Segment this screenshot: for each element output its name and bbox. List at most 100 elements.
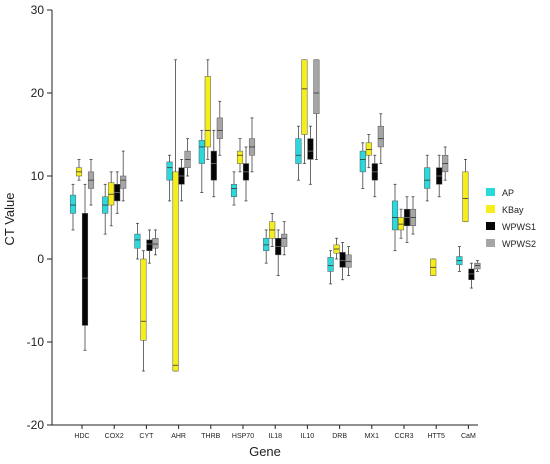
legend-swatch xyxy=(486,205,495,213)
box-kbay-il10 xyxy=(301,59,308,164)
box-wpws2-il10 xyxy=(313,59,320,160)
y-tick-label: -10 xyxy=(27,335,45,349)
box-body xyxy=(359,150,366,173)
box-body xyxy=(301,59,308,135)
box-kbay-cam xyxy=(462,158,469,223)
legend-label: WPWS2 xyxy=(502,239,536,249)
x-axis-ticks: HDC COX2 CYT AHR THRB HSP70 IL18 IL10 DRB MX1 CCR3… xyxy=(74,425,476,440)
box-body xyxy=(327,257,334,272)
x-tick-label: MX1 xyxy=(365,433,380,440)
y-tick-label: 10 xyxy=(31,169,45,183)
box-wpws2-cam xyxy=(474,260,481,272)
box-wpws1-il18 xyxy=(275,229,282,277)
x-tick-label: CaM xyxy=(461,433,476,440)
box-body xyxy=(172,171,179,372)
box-wpws1-il10 xyxy=(307,125,314,185)
x-tick-label: CYT xyxy=(139,433,154,440)
y-tick-label: -20 xyxy=(27,418,45,432)
box-ap-htt5 xyxy=(424,154,431,202)
box-wpws2-mx1 xyxy=(377,113,384,164)
box-body xyxy=(365,142,372,156)
legend-swatch xyxy=(486,239,495,247)
box-body xyxy=(81,213,89,326)
box-kbay-cox2 xyxy=(108,171,115,227)
box-wpws2-ccr3 xyxy=(409,196,417,235)
legend-swatch xyxy=(486,188,495,196)
box-wpws1-drb xyxy=(339,241,346,281)
box-wpws1-hsp70 xyxy=(242,146,250,202)
box-wpws2-hsp70 xyxy=(248,117,256,173)
box-ap-hdc xyxy=(69,183,77,231)
legend-label: WPWS1 xyxy=(502,222,536,232)
x-tick-label: AHR xyxy=(171,433,186,440)
box-body xyxy=(230,184,238,198)
box-body xyxy=(391,200,399,231)
box-body xyxy=(424,167,431,189)
box-body xyxy=(198,140,205,164)
box-ap-drb xyxy=(327,250,334,285)
box-body xyxy=(152,238,159,249)
box-wpws1-hdc xyxy=(81,183,89,351)
y-tick-label: 20 xyxy=(31,86,45,100)
x-tick-label: CCR3 xyxy=(394,433,413,440)
box-kbay-il18 xyxy=(269,212,276,247)
box-wpws2-drb xyxy=(345,246,352,277)
box-ap-il10 xyxy=(295,125,302,181)
box-ap-cyt xyxy=(134,222,141,260)
box-wpws1-cyt xyxy=(146,229,153,264)
x-tick-label: IL18 xyxy=(268,433,282,440)
box-kbay-ahr xyxy=(172,59,179,372)
box-body xyxy=(468,268,475,280)
box-wpws2-thrb xyxy=(216,100,223,156)
box-body xyxy=(210,150,217,181)
box-kbay-thrb xyxy=(204,59,211,160)
x-tick-label: HDC xyxy=(74,433,89,440)
box-body xyxy=(140,258,147,341)
box-body xyxy=(263,238,270,251)
box-body xyxy=(307,138,314,160)
legend: AP KBay WPWS1 WPWS2 xyxy=(486,188,536,249)
box-ap-mx1 xyxy=(359,142,366,189)
box-body xyxy=(474,262,481,270)
box-body xyxy=(120,175,127,189)
box-wpws1-mx1 xyxy=(371,154,378,198)
box-wpws2-htt5 xyxy=(442,146,449,181)
box-wpws1-ahr xyxy=(178,158,185,202)
box-wpws1-cox2 xyxy=(114,171,121,214)
box-body xyxy=(339,252,346,268)
box-body xyxy=(204,76,211,148)
box-body xyxy=(313,59,320,114)
box-body xyxy=(134,233,141,249)
x-axis-title: Gene xyxy=(249,444,281,459)
box-body xyxy=(345,254,352,268)
box-body xyxy=(146,239,153,251)
box-body xyxy=(295,138,302,164)
box-body xyxy=(216,117,223,139)
box-body xyxy=(236,150,244,164)
x-tick-label: HTT5 xyxy=(427,433,445,440)
box-series xyxy=(69,59,481,372)
box-body xyxy=(108,182,115,206)
box-kbay-htt5 xyxy=(430,258,437,277)
y-axis-title: CT Value xyxy=(2,193,17,246)
box-ap-ahr xyxy=(166,154,173,202)
box-body xyxy=(462,171,469,222)
box-ap-cam xyxy=(456,246,463,272)
box-wpws2-cyt xyxy=(152,229,159,256)
y-tick-label: 0 xyxy=(37,252,44,266)
legend-label: AP xyxy=(502,188,514,198)
box-wpws1-thrb xyxy=(210,129,217,198)
box-ap-hsp70 xyxy=(230,171,238,206)
box-wpws2-ahr xyxy=(184,138,191,177)
box-kbay-mx1 xyxy=(365,134,372,169)
legend-label: KBay xyxy=(502,205,524,215)
x-tick-label: THRB xyxy=(201,433,220,440)
box-kbay-ccr3 xyxy=(397,208,405,239)
x-tick-label: IL10 xyxy=(301,433,315,440)
x-tick-label: COX2 xyxy=(105,433,124,440)
box-wpws2-hdc xyxy=(87,158,95,206)
y-axis-ticks: -20 -10 0 10 20 30 xyxy=(27,3,52,432)
box-kbay-hsp70 xyxy=(236,138,244,173)
box-body xyxy=(377,125,384,148)
